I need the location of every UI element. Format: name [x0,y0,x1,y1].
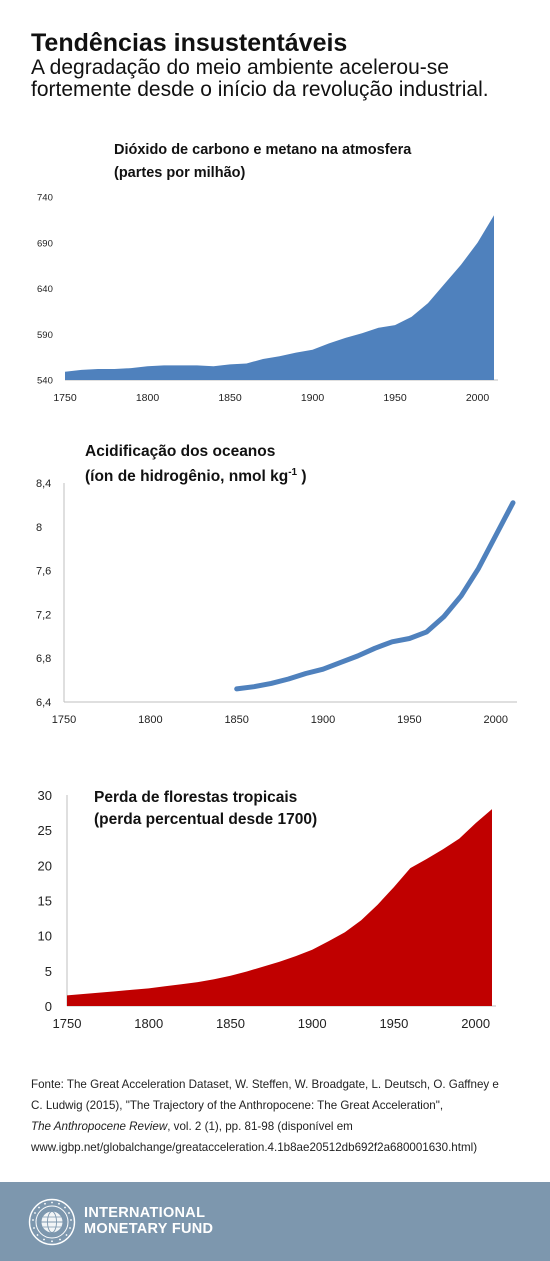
x-tick-label: 2000 [461,1016,490,1031]
x-tick-label: 1950 [397,714,421,726]
x-tick-label: 1800 [134,1016,163,1031]
journal-name: The Anthropocene Review [31,1120,168,1133]
chart-subtitle: (perda percentual desde 1700) [94,811,317,828]
y-tick-label: 5 [45,964,52,979]
x-tick-label: 1800 [136,392,160,404]
x-tick-label: 1750 [53,1016,82,1031]
x-tick-label: 1900 [298,1016,327,1031]
chart-subtitle-main: (íon de hidrogênio, nmol kg [85,468,288,485]
y-tick-label: 6,4 [36,697,51,709]
x-tick-label: 2000 [483,714,507,726]
y-tick-label: 740 [37,193,53,204]
y-tick-label: 540 [37,376,53,387]
x-tick-label: 1750 [52,714,76,726]
x-tick-label: 2000 [466,392,490,404]
imf-seal-icon [28,1198,76,1246]
y-tick-label: 8 [36,522,42,534]
page-subtitle-line1: A degradação do meio ambiente acelerou-s… [31,56,449,79]
chart-subtitle-sup: -1 [288,467,297,478]
page-subtitle-line2: fortemente desde o início da revolução i… [31,78,489,101]
y-tick-label: 590 [37,330,53,341]
y-tick-label: 640 [37,284,53,295]
chart-tropical-forest-loss: Perda de florestas tropicais (perda perc… [38,788,496,1031]
y-tick-label: 6,8 [36,653,51,665]
x-tick-label: 1900 [301,392,325,404]
x-tick-label: 1950 [383,392,407,404]
x-tick-label: 1750 [53,392,77,404]
y-tick-label: 15 [38,894,52,909]
y-tick-label: 7,6 [36,566,51,578]
chart-title: Acidificação dos oceanos [85,443,275,460]
chart-ocean-acidification: Acidificação dos oceanos (íon de hidrogê… [36,443,517,726]
source-url: www.igbp.net/globalchange/greataccelerat… [31,1141,478,1154]
footer: INTERNATIONAL MONETARY FUND [0,1182,550,1261]
source-line: Fonte: The Great Acceleration Dataset, W… [31,1078,499,1091]
chart-co2-methane: Dióxido de carbono e metano na atmosfera… [37,142,498,404]
imf-logo-text: INTERNATIONAL MONETARY FUND [84,1205,213,1237]
x-tick-label: 1950 [379,1016,408,1031]
chart-title: Dióxido de carbono e metano na atmosfera [114,142,412,158]
area-series [67,809,492,1006]
y-tick-label: 25 [38,823,52,838]
y-tick-label: 20 [38,858,52,873]
line-series [234,500,516,692]
source-note: Fonte: The Great Acceleration Dataset, W… [31,1074,531,1158]
header: Tendências insustentáveis A degradação d… [31,30,531,101]
x-tick-label: 1800 [138,714,162,726]
x-tick-label: 1900 [311,714,335,726]
chart-subtitle: (íon de hidrogênio, nmol kg-1 ) [85,467,307,485]
y-tick-label: 8,4 [36,478,51,490]
chart-subtitle: (partes por milhão) [114,165,245,181]
page-title: Tendências insustentáveis [31,29,348,57]
brand-line1: INTERNATIONAL [84,1205,206,1221]
brand-line2: MONETARY FUND [84,1221,214,1237]
source-line-rest: , vol. 2 (1), pp. 81-98 (disponível em [167,1120,353,1133]
x-tick-label: 1850 [224,714,248,726]
source-line: C. Ludwig (2015), "The Trajectory of the… [31,1099,444,1112]
chart-subtitle-end: ) [297,468,306,485]
y-tick-label: 7,2 [36,609,51,621]
y-tick-label: 30 [38,788,52,803]
chart-title: Perda de florestas tropicais [94,789,297,806]
y-tick-label: 0 [45,999,52,1014]
source-line: The Anthropocene Review, vol. 2 (1), pp.… [31,1116,531,1137]
x-tick-label: 1850 [218,392,242,404]
y-tick-label: 690 [37,238,53,249]
y-tick-label: 10 [38,929,52,944]
area-series [65,215,494,380]
x-tick-label: 1850 [216,1016,245,1031]
